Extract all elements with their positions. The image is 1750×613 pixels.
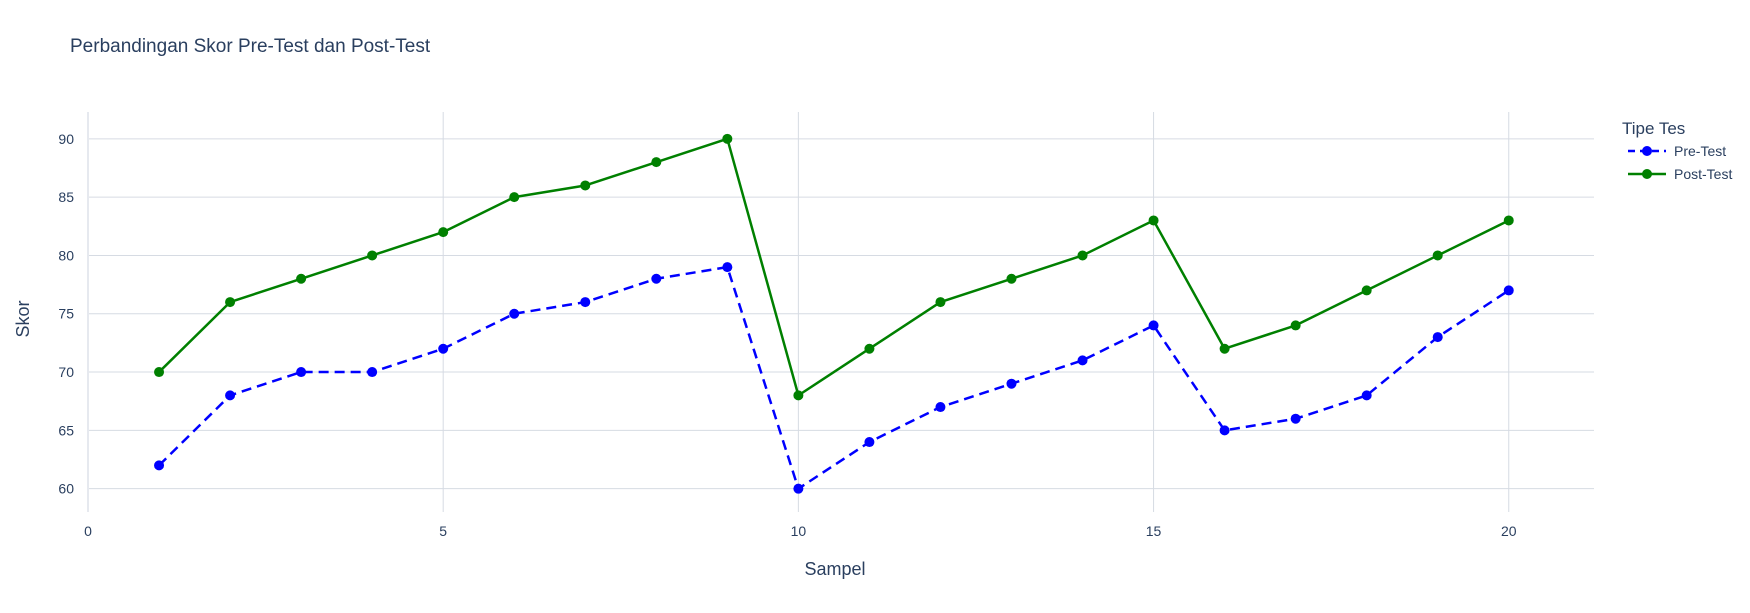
post-test-data-point[interactable]	[296, 273, 307, 284]
post-test-series-line	[158, 137, 1510, 397]
chart-title: Perbandingan Skor Pre-Test dan Post-Test	[70, 36, 431, 57]
pre-test-data-point[interactable]	[580, 297, 591, 308]
y-tick-label: 65	[58, 422, 74, 438]
post-test-data-point[interactable]	[367, 250, 378, 261]
pre-test-data-point[interactable]	[1006, 378, 1017, 389]
pre-test-data-point[interactable]	[296, 367, 307, 378]
post-test-data-point[interactable]	[580, 180, 591, 191]
y-tick-label: 80	[58, 247, 74, 263]
axis-ticks: 60 65 70 75 80 85 90 0 5 10 15 20	[58, 131, 1516, 539]
x-tick-label: 15	[1146, 523, 1162, 539]
y-tick-label: 70	[58, 364, 74, 380]
pre-test-data-point[interactable]	[367, 367, 378, 378]
legend-pre-test-swatch-marker	[1642, 146, 1652, 156]
post-test-data-point[interactable]	[1290, 320, 1301, 331]
post-test-data-point[interactable]	[509, 192, 520, 203]
post-test-data-point[interactable]	[1148, 215, 1159, 226]
post-test-data-point[interactable]	[1503, 215, 1514, 226]
legend-post-test-swatch-marker	[1642, 169, 1652, 179]
pre-test-data-point[interactable]	[722, 262, 733, 273]
pre-test-data-point[interactable]	[651, 273, 662, 284]
y-tick-label: 85	[58, 189, 74, 205]
x-tick-label: 0	[84, 523, 92, 539]
post-test-data-point[interactable]	[651, 157, 662, 168]
pre-test-data-point[interactable]	[1290, 413, 1301, 424]
pre-test-data-point[interactable]	[225, 390, 236, 401]
x-tick-label: 20	[1501, 523, 1517, 539]
pre-test-data-point[interactable]	[1077, 355, 1088, 366]
legend-pre-test-label[interactable]: Pre-Test	[1674, 143, 1726, 159]
post-test-data-point[interactable]	[793, 390, 804, 401]
post-test-data-point[interactable]	[935, 297, 946, 308]
pre-test-data-point[interactable]	[438, 343, 449, 354]
post-test-data-point[interactable]	[1432, 250, 1443, 261]
post-test-data-point[interactable]	[1361, 285, 1372, 296]
post-test-data-point[interactable]	[225, 297, 236, 308]
legend-title: Tipe Tes	[1622, 119, 1685, 138]
post-test-data-point[interactable]	[722, 133, 733, 144]
y-axis-title: Skor	[13, 300, 33, 337]
post-test-data-point[interactable]	[1077, 250, 1088, 261]
plot-area	[154, 133, 1514, 494]
x-tick-label: 10	[791, 523, 807, 539]
pre-test-data-point[interactable]	[154, 460, 165, 471]
pre-test-data-point[interactable]	[1432, 332, 1443, 343]
pre-test-data-point[interactable]	[1219, 425, 1230, 436]
post-test-data-point[interactable]	[1006, 273, 1017, 284]
grid	[87, 112, 1594, 512]
pre-test-data-point[interactable]	[864, 437, 875, 448]
x-tick-label: 5	[439, 523, 447, 539]
pre-test-data-point[interactable]	[1148, 320, 1159, 331]
y-tick-label: 60	[58, 481, 74, 497]
y-tick-label: 90	[58, 131, 74, 147]
post-test-data-point[interactable]	[1219, 343, 1230, 354]
pre-test-data-point[interactable]	[509, 308, 520, 319]
post-test-data-point[interactable]	[438, 227, 449, 238]
post-test-data-point[interactable]	[864, 343, 875, 354]
pre-test-series-line	[158, 265, 1510, 490]
y-tick-label: 75	[58, 306, 74, 322]
pre-test-data-point[interactable]	[1361, 390, 1372, 401]
pre-test-data-point[interactable]	[935, 402, 946, 413]
pre-test-data-point[interactable]	[1503, 285, 1514, 296]
x-axis-title: Sampel	[804, 559, 865, 579]
legend: Tipe Tes Pre-Test Post-Test	[1622, 119, 1732, 182]
post-test-data-point[interactable]	[154, 367, 165, 378]
legend-post-test-label[interactable]: Post-Test	[1674, 166, 1732, 182]
pre-test-data-point[interactable]	[793, 483, 804, 494]
